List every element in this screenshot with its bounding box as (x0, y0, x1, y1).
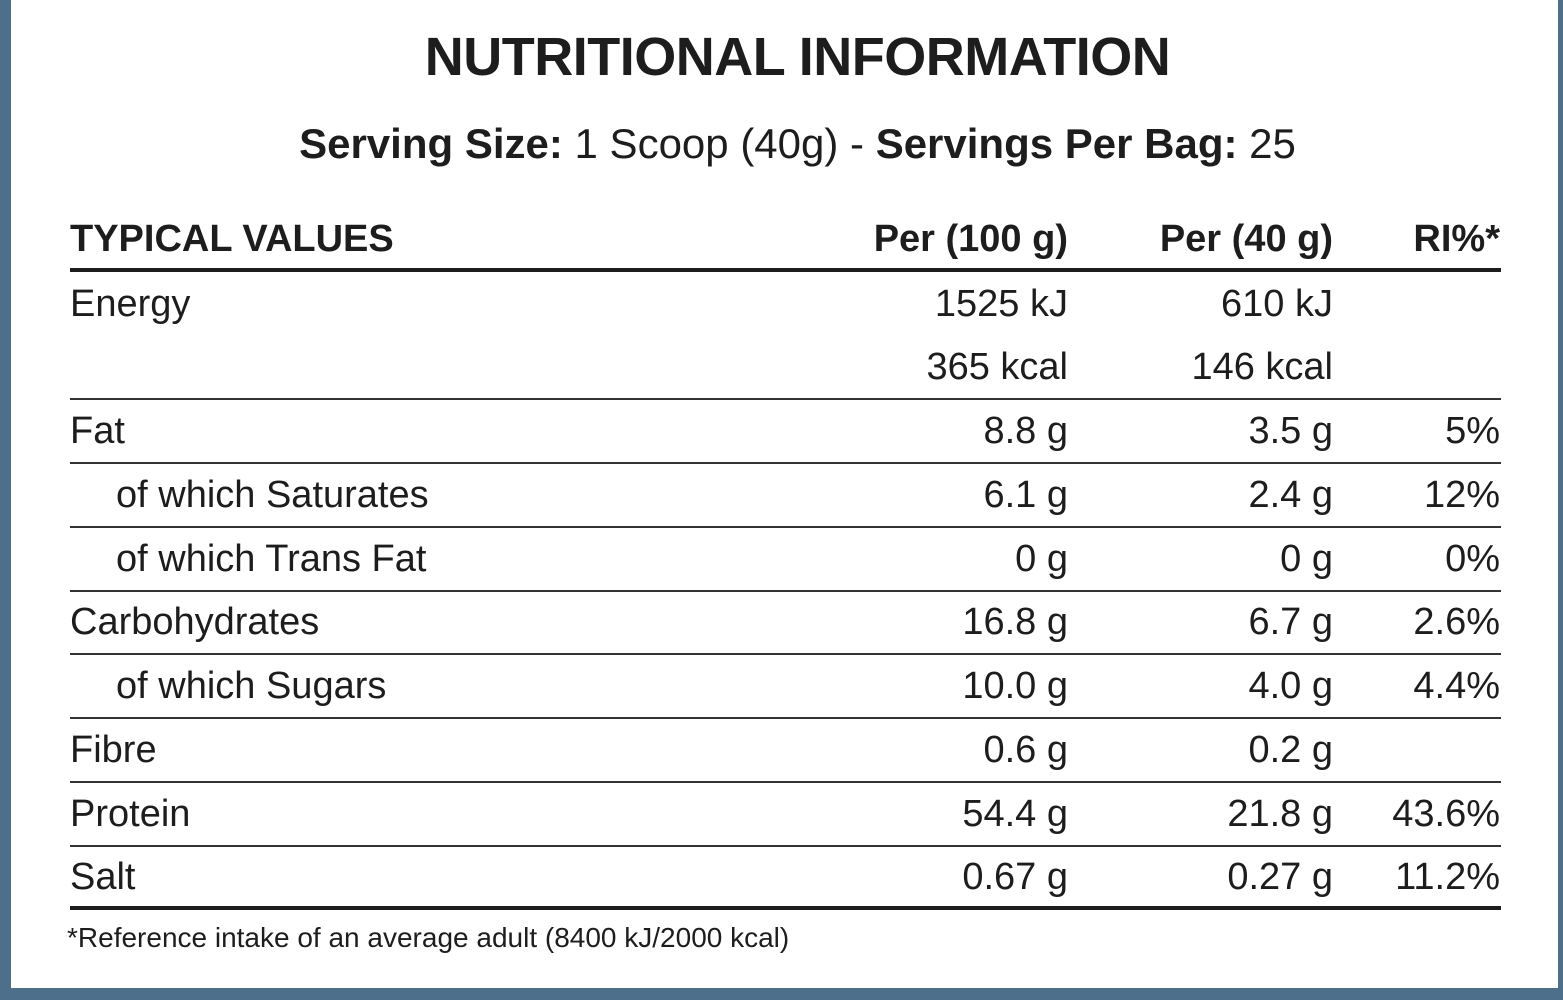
header-per-100g: Per (100 g) (873, 218, 1068, 260)
table-row: of which Sugars 10.0 g 4.0 g 4.4% (70, 655, 1500, 719)
value-per-40g: 21.8 g (1227, 793, 1333, 835)
table-row: Fibre 0.6 g 0.2 g (70, 719, 1500, 783)
value-per-40g: 0 g (1280, 538, 1333, 580)
value-per-40g: 0.2 g (1248, 729, 1333, 771)
value-ri: 11.2% (1395, 856, 1500, 898)
divider (70, 462, 1501, 464)
divider (70, 845, 1501, 847)
value-per-100g: 10.0 g (962, 665, 1068, 707)
table-row: Carbohydrates 16.8 g 6.7 g 2.6% (70, 591, 1500, 655)
table-row: Salt 0.67 g 0.27 g 11.2% (70, 846, 1500, 910)
table-row: of which Saturates 6.1 g 2.4 g 12% (70, 464, 1500, 528)
value-per-100g: 1525 kJ (934, 283, 1068, 325)
table-row: Energy 1525 kJ 610 kJ (70, 273, 1500, 337)
table-header: TYPICAL VALUES Per (100 g) Per (40 g) RI… (70, 208, 1500, 272)
value-per-100g: 16.8 g (962, 601, 1068, 643)
value-per-100g: 365 kcal (926, 346, 1068, 388)
value-per-100g: 0 g (1015, 538, 1068, 580)
value-per-100g: 8.8 g (983, 410, 1068, 452)
header-ri: RI%* (1413, 218, 1500, 260)
value-ri: 4.4% (1413, 665, 1500, 707)
serving-info: Serving Size: 1 Scoop (40g) - Servings P… (11, 120, 1563, 168)
table-row: of which Trans Fat 0 g 0 g 0% (70, 528, 1500, 592)
nutrient-name: Salt (70, 856, 136, 898)
table-row: Fat 8.8 g 3.5 g 5% (70, 400, 1500, 464)
value-per-100g: 0.67 g (962, 856, 1068, 898)
value-ri: 5% (1445, 410, 1500, 452)
header-per-40g: Per (40 g) (1159, 218, 1333, 260)
value-per-40g: 610 kJ (1221, 283, 1333, 325)
title: NUTRITIONAL INFORMATION (424, 27, 1171, 87)
nutrient-name: of which Trans Fat (116, 538, 427, 580)
value-per-40g: 0.27 g (1227, 856, 1333, 898)
header-typical-values: TYPICAL VALUES (70, 218, 394, 260)
serving-size-value: 1 Scoop (40g) - (562, 120, 876, 167)
nutrient-name: Carbohydrates (70, 601, 320, 643)
footnote: *Reference intake of an average adult (8… (67, 922, 790, 953)
serving-size-label: Serving Size: (299, 120, 563, 167)
servings-per-bag-value: 25 (1237, 120, 1296, 167)
nutrient-name: Energy (70, 283, 191, 325)
nutrient-name: Protein (70, 793, 191, 835)
value-per-40g: 4.0 g (1248, 665, 1333, 707)
nutrition-label: NUTRITIONAL INFORMATION Serving Size: 1 … (11, 0, 1558, 988)
value-per-100g: 0.6 g (983, 729, 1068, 771)
divider (70, 781, 1501, 783)
value-ri: 2.6% (1413, 601, 1500, 643)
table-row: 365 kcal 146 kcal (70, 336, 1500, 400)
value-per-100g: 54.4 g (962, 793, 1068, 835)
divider (70, 268, 1501, 272)
nutrient-name: of which Sugars (116, 665, 387, 707)
value-ri: 12% (1423, 474, 1500, 516)
value-per-100g: 6.1 g (983, 474, 1068, 516)
servings-per-bag-label: Servings Per Bag: (875, 120, 1238, 167)
value-ri: 43.6% (1392, 793, 1500, 835)
divider (70, 398, 1501, 400)
nutrient-name: Fibre (70, 729, 157, 771)
value-ri: 0% (1445, 538, 1500, 580)
divider (70, 590, 1501, 592)
value-per-40g: 146 kcal (1191, 346, 1333, 388)
value-per-40g: 2.4 g (1248, 474, 1333, 516)
value-per-40g: 3.5 g (1248, 410, 1333, 452)
divider (70, 717, 1501, 719)
divider (70, 653, 1501, 655)
divider (70, 906, 1501, 910)
divider (70, 526, 1501, 528)
nutrient-name: of which Saturates (116, 474, 429, 516)
nutrient-name: Fat (70, 410, 125, 452)
value-per-40g: 6.7 g (1248, 601, 1333, 643)
table-row: Protein 54.4 g 21.8 g 43.6% (70, 783, 1500, 847)
